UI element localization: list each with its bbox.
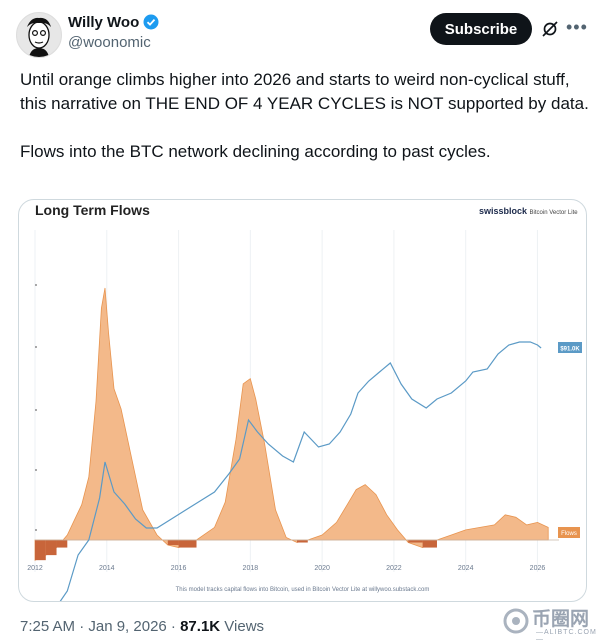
watermark-subtext: —ALIBTC.COM— bbox=[536, 629, 597, 643]
chart-brand: swissblock Bitcoin Vector Lite bbox=[479, 206, 578, 216]
negative-flow-segment bbox=[422, 540, 437, 548]
x-tick-label-2026: 2026 bbox=[530, 565, 546, 572]
price-tag-bg bbox=[558, 342, 582, 353]
x-tick-label-2012: 2012 bbox=[27, 565, 43, 572]
author-name[interactable]: Willy Woo bbox=[68, 14, 159, 31]
x-tick-label-2014: 2014 bbox=[99, 565, 115, 572]
chart-brand-name: swissblock bbox=[479, 206, 528, 216]
tweet-meta: 7:25 AM · Jan 9, 2026 · 87.1K Views bbox=[20, 618, 264, 635]
flows-tag-bg bbox=[558, 527, 580, 538]
grok-icon[interactable] bbox=[541, 20, 559, 38]
price-tag-label: $91.0K bbox=[560, 347, 580, 353]
negative-flow-segment bbox=[408, 540, 423, 543]
subscribe-button[interactable]: Subscribe bbox=[430, 13, 532, 45]
negative-flow-segment bbox=[178, 540, 197, 548]
flows-tag-label: Flows bbox=[561, 531, 577, 537]
tweet-timestamp[interactable]: 7:25 AM · Jan 9, 2026 · bbox=[20, 618, 181, 635]
author-handle[interactable]: @woonomic bbox=[68, 34, 151, 51]
author-name-text: Willy Woo bbox=[68, 14, 140, 31]
negative-flow-segment bbox=[167, 540, 179, 546]
negative-flow-segment bbox=[297, 540, 308, 543]
negative-flow-segment bbox=[35, 540, 46, 561]
negative-flow-segment bbox=[45, 540, 57, 556]
avatar-illustration bbox=[27, 17, 51, 57]
x-tick-label-2024: 2024 bbox=[458, 565, 474, 572]
views-label: Views bbox=[220, 618, 265, 635]
chart-footnote: This model tracks capital flows into Bit… bbox=[175, 587, 430, 593]
avatar[interactable] bbox=[16, 12, 62, 58]
chart-title: Long Term Flows bbox=[35, 202, 150, 218]
flows-area bbox=[34, 287, 549, 561]
tweet-paragraph-2: Flows into the BTC network declining acc… bbox=[20, 142, 491, 161]
negative-flow-segment bbox=[56, 540, 68, 548]
views-count: 87.1K bbox=[180, 618, 221, 635]
more-options-icon[interactable]: ••• bbox=[566, 17, 588, 37]
price-line bbox=[59, 341, 542, 601]
verified-badge-icon bbox=[143, 14, 159, 30]
watermark-logo-icon bbox=[503, 608, 529, 634]
tweet-text: Until orange climbs higher into 2026 and… bbox=[20, 68, 592, 164]
tweet-paragraph-1: Until orange climbs higher into 2026 and… bbox=[20, 70, 589, 113]
x-tick-label-2022: 2022 bbox=[386, 565, 402, 572]
x-tick-label-2016: 2016 bbox=[171, 565, 187, 572]
tweet-media[interactable]: Long Term Flows swissblock Bitcoin Vecto… bbox=[18, 199, 587, 602]
long-term-flows-chart: $91.0K Flows 2012 2014 2016 2018 2020 2022 2024 2… bbox=[27, 230, 582, 601]
watermark-text: 币圈网 bbox=[532, 609, 590, 630]
x-tick-label-2020: 2020 bbox=[314, 565, 330, 572]
chart-brand-sub: Bitcoin Vector Lite bbox=[529, 210, 578, 216]
x-tick-label-2018: 2018 bbox=[243, 565, 259, 572]
